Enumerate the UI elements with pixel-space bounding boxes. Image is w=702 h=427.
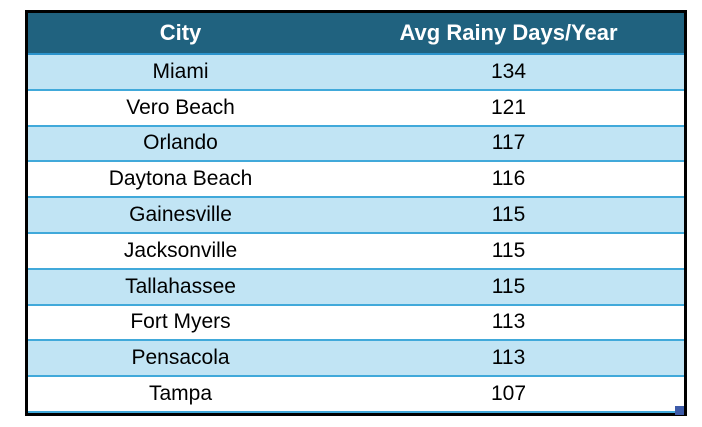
value-cell: 134 — [490, 59, 527, 83]
city-cell: Daytona Beach — [108, 167, 253, 191]
value-cell: 121 — [490, 95, 527, 119]
table-row: Pensacola 113 — [28, 341, 684, 378]
table-row: Orlando 117 — [28, 126, 684, 163]
table-row: Vero Beach 121 — [28, 90, 684, 127]
header-cell-city: City — [159, 20, 202, 45]
value-cell: 117 — [491, 131, 526, 155]
city-cell: Fort Myers — [130, 310, 231, 334]
value-cell: 115 — [491, 203, 526, 227]
city-cell: Gainesville — [129, 203, 232, 227]
value-cell: 107 — [490, 382, 527, 406]
city-cell: Tampa — [149, 382, 213, 406]
value-cell: 113 — [491, 310, 526, 334]
table-header-row: City Avg Rainy Days/Year — [28, 13, 684, 55]
table-row: Daytona Beach 116 — [28, 162, 684, 199]
city-cell: Miami — [152, 59, 209, 83]
city-cell: Orlando — [143, 131, 218, 155]
value-cell: 113 — [491, 346, 526, 370]
city-cell: Jacksonville — [123, 238, 238, 262]
city-cell: Pensacola — [131, 346, 230, 370]
table-row: Miami 134 — [28, 55, 684, 91]
city-cell: Vero Beach — [126, 95, 235, 119]
value-cell: 115 — [491, 238, 526, 262]
table-row: Gainesville 115 — [28, 198, 684, 234]
header-cell-avg-rainy-days: Avg Rainy Days/Year — [399, 20, 618, 45]
table-row: Jacksonville 115 — [28, 233, 684, 270]
table-row: Tallahassee 115 — [28, 269, 684, 306]
value-cell: 116 — [491, 167, 526, 191]
value-cell: 115 — [491, 274, 526, 298]
table-row: Fort Myers 113 — [28, 305, 684, 342]
table-row: Tampa 107 — [28, 377, 684, 413]
city-cell: Tallahassee — [125, 274, 236, 298]
corner-resize-handle-icon[interactable] — [675, 406, 684, 415]
rainy-days-table: City Avg Rainy Days/Year Miami 134 Vero … — [25, 10, 687, 416]
